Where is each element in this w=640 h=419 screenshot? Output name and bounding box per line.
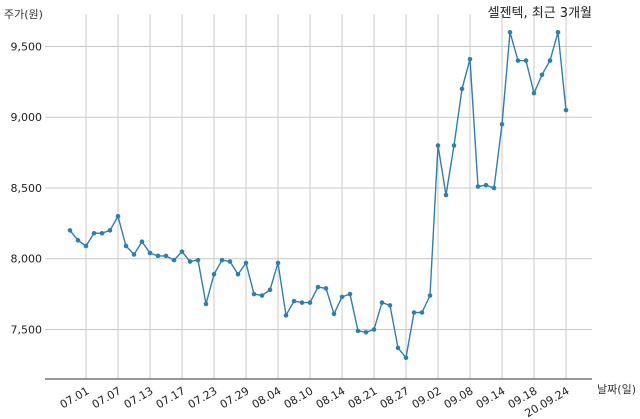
data-point bbox=[299, 300, 305, 305]
data-point bbox=[483, 182, 489, 188]
y-axis-label: 주가(원) bbox=[4, 8, 43, 21]
data-point bbox=[331, 311, 337, 317]
data-point bbox=[171, 257, 177, 263]
y-tick-label: 8,000 bbox=[11, 253, 43, 266]
data-point bbox=[563, 107, 569, 113]
x-tick-label: 07.07 bbox=[90, 384, 124, 411]
data-point bbox=[363, 330, 369, 335]
data-point bbox=[507, 30, 513, 35]
data-point bbox=[515, 58, 521, 63]
data-point bbox=[443, 192, 449, 198]
x-tick-label: 08.27 bbox=[378, 384, 412, 411]
y-tick-label: 7,500 bbox=[11, 323, 43, 336]
data-point bbox=[499, 121, 505, 127]
data-point bbox=[147, 250, 153, 256]
data-point bbox=[531, 90, 537, 96]
x-tick-label: 07.23 bbox=[186, 384, 220, 411]
x-tick-label: 09.14 bbox=[474, 384, 508, 411]
data-point bbox=[203, 301, 209, 307]
x-tick-label: 09.08 bbox=[442, 384, 476, 411]
data-point bbox=[267, 287, 273, 293]
data-point bbox=[379, 300, 385, 305]
x-tick-label: 08.14 bbox=[314, 384, 348, 411]
data-point bbox=[163, 253, 169, 259]
y-tick-label: 8,500 bbox=[11, 182, 43, 195]
data-point bbox=[539, 72, 545, 78]
data-point bbox=[371, 327, 377, 332]
data-point bbox=[259, 293, 265, 298]
data-point bbox=[427, 293, 433, 298]
data-point bbox=[419, 310, 425, 315]
data-point bbox=[467, 56, 473, 62]
data-point bbox=[211, 271, 217, 277]
x-tick-label: 07.17 bbox=[154, 384, 188, 411]
data-point bbox=[275, 260, 281, 266]
data-point bbox=[555, 30, 561, 35]
data-point bbox=[307, 300, 313, 305]
y-tick-label: 9,500 bbox=[11, 40, 43, 53]
data-point bbox=[387, 303, 393, 308]
data-point bbox=[67, 228, 73, 233]
data-point bbox=[411, 310, 417, 315]
data-point bbox=[155, 253, 161, 259]
data-point bbox=[283, 313, 289, 318]
x-tick-label: 07.13 bbox=[122, 384, 156, 411]
data-point bbox=[179, 249, 185, 254]
data-point bbox=[91, 230, 97, 236]
data-point bbox=[235, 271, 241, 277]
data-point bbox=[131, 252, 137, 257]
data-point bbox=[323, 286, 329, 291]
data-point bbox=[523, 58, 529, 63]
data-point bbox=[395, 345, 401, 351]
x-tick-label: 08.10 bbox=[282, 384, 316, 411]
data-point bbox=[219, 257, 225, 263]
data-point bbox=[339, 294, 345, 300]
data-point bbox=[75, 238, 81, 243]
data-point bbox=[123, 243, 129, 249]
data-point bbox=[251, 291, 257, 297]
data-point bbox=[115, 213, 121, 219]
data-point bbox=[107, 228, 113, 233]
x-tick-label: 09.02 bbox=[410, 384, 444, 411]
data-point bbox=[99, 230, 105, 236]
price-line bbox=[69, 32, 567, 360]
x-tick-label: 07.29 bbox=[218, 384, 252, 411]
data-point bbox=[83, 243, 89, 249]
y-tick-label: 9,000 bbox=[11, 111, 43, 124]
data-point bbox=[315, 284, 321, 290]
x-axis-label: 날짜(일) bbox=[597, 382, 636, 396]
x-tick-label: 08.21 bbox=[346, 384, 380, 411]
x-tick-label: 08.04 bbox=[250, 384, 284, 411]
data-point bbox=[227, 259, 233, 264]
data-point bbox=[195, 257, 201, 263]
data-point bbox=[435, 143, 441, 148]
data-point bbox=[291, 298, 297, 304]
data-point bbox=[139, 239, 145, 245]
data-point bbox=[451, 143, 457, 148]
data-point bbox=[187, 259, 193, 264]
data-point bbox=[459, 86, 465, 92]
x-axis-ticks: 07.0107.0707.1307.1707.2307.2908.0408.10… bbox=[58, 384, 572, 419]
price-points bbox=[67, 30, 569, 361]
x-tick-label: 07.01 bbox=[58, 384, 92, 411]
data-point bbox=[547, 58, 553, 63]
data-point bbox=[347, 291, 353, 297]
data-point bbox=[243, 260, 249, 266]
data-point bbox=[355, 328, 361, 334]
grid bbox=[45, 14, 592, 379]
data-point bbox=[491, 185, 497, 191]
data-point bbox=[403, 355, 409, 361]
data-point bbox=[475, 184, 481, 189]
y-axis-ticks: 7,500 8,000 8,500 9,000 9,500 bbox=[11, 40, 43, 336]
chart-title: 셀젠텍, 최근 3개월 bbox=[488, 6, 592, 21]
